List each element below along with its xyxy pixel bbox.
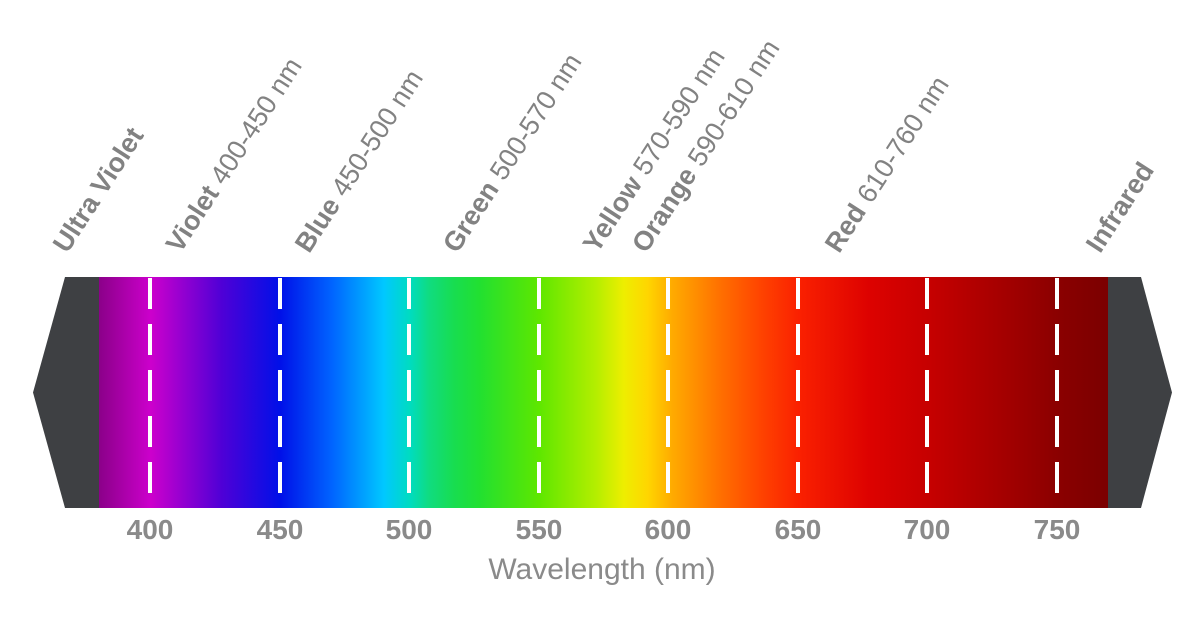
tick-label-600: 600	[644, 514, 692, 545]
tick-label-700: 700	[903, 514, 951, 545]
band-range: 400-450 nm	[204, 52, 308, 190]
uv-arrow-cap	[33, 277, 99, 508]
tick-label-450: 450	[256, 514, 304, 545]
tick-label-650: 650	[774, 514, 822, 545]
band-range: 500-570 nm	[483, 48, 588, 186]
gridline-450	[278, 278, 282, 508]
gridline-600	[666, 278, 670, 508]
x-axis-label: Wavelength (nm)	[488, 553, 716, 586]
gridline-700	[925, 278, 929, 508]
gridline-750	[1055, 278, 1059, 508]
gridline-500	[407, 278, 411, 508]
band-name: Infrared	[1080, 156, 1160, 258]
band-name: Blue	[289, 192, 347, 258]
visible-spectrum-gradient	[99, 277, 1108, 508]
ir-arrow-cap	[1108, 277, 1172, 508]
band-name: Green	[437, 175, 505, 258]
band-range: 610-760 nm	[851, 70, 955, 208]
band-range: 450-500 nm	[325, 64, 429, 202]
band-name: Violet	[160, 179, 225, 258]
tick-label-400: 400	[126, 514, 174, 545]
tick-label-750: 750	[1033, 514, 1081, 545]
gridline-650	[796, 278, 800, 508]
spectrum-bar	[33, 277, 1172, 508]
band-name: Red	[819, 198, 872, 258]
tick-label-550: 550	[515, 514, 563, 545]
band-name: Ultra Violet	[47, 121, 150, 258]
gridline-400	[148, 278, 152, 508]
gridline-550	[537, 278, 541, 508]
tick-label-500: 500	[385, 514, 433, 545]
